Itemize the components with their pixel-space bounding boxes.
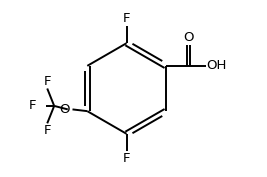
Text: O: O [183, 31, 194, 44]
Text: OH: OH [207, 59, 227, 72]
Text: F: F [123, 152, 130, 165]
Text: O: O [59, 103, 70, 116]
Text: F: F [44, 75, 51, 88]
Text: F: F [123, 12, 130, 25]
Text: F: F [28, 99, 36, 112]
Text: F: F [44, 124, 51, 137]
